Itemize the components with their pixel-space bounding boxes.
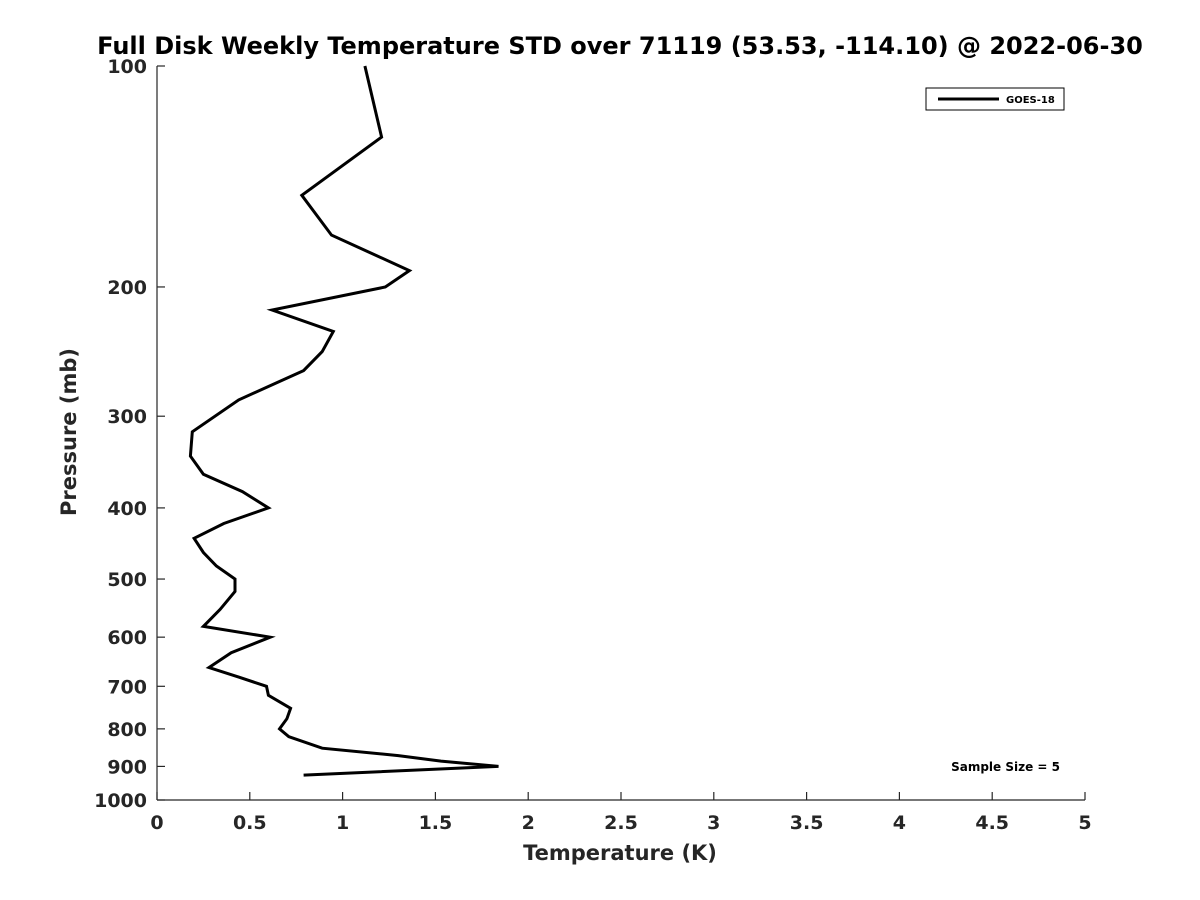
y-tick-label: 800 bbox=[107, 719, 147, 741]
x-tick-label: 1 bbox=[336, 812, 349, 834]
series-layer bbox=[188, 65, 499, 777]
y-axis-label: Pressure (mb) bbox=[57, 348, 81, 516]
legend: GOES-18 bbox=[925, 87, 1065, 111]
x-tick-label: 2 bbox=[522, 812, 535, 834]
sample-size-annotation: Sample Size = 5 bbox=[951, 760, 1060, 774]
y-tick-label: 900 bbox=[107, 756, 147, 778]
x-tick-label: 3 bbox=[707, 812, 720, 834]
x-tick-label: 4 bbox=[893, 812, 906, 834]
x-axis-label: Temperature (K) bbox=[523, 841, 717, 865]
x-tick-label: 3.5 bbox=[790, 812, 824, 834]
legend-label-goes-18: GOES-18 bbox=[1006, 95, 1055, 106]
y-tick-label: 300 bbox=[107, 406, 147, 428]
y-tick-label: 200 bbox=[107, 277, 147, 299]
x-tick-label: 0 bbox=[150, 812, 163, 834]
x-tick-label: 0.5 bbox=[233, 812, 267, 834]
x-axis-ticks: 0 0.5 1 1.5 2 2.5 3 3.5 4 4.5 5 bbox=[150, 792, 1092, 834]
axes bbox=[156, 66, 1085, 801]
y-tick-label: 400 bbox=[107, 498, 147, 520]
y-tick-label: 700 bbox=[107, 676, 147, 698]
y-tick-label: 500 bbox=[107, 569, 147, 591]
series-line-goes-18 bbox=[188, 65, 499, 777]
chart-title: Full Disk Weekly Temperature STD over 71… bbox=[97, 32, 1143, 60]
x-tick-label: 4.5 bbox=[975, 812, 1009, 834]
x-tick-label: 2.5 bbox=[604, 812, 638, 834]
x-tick-label: 1.5 bbox=[419, 812, 453, 834]
y-tick-label: 1000 bbox=[94, 790, 147, 812]
x-tick-label: 5 bbox=[1078, 812, 1091, 834]
y-tick-label: 600 bbox=[107, 627, 147, 649]
y-tick-label: 100 bbox=[107, 56, 147, 78]
y-axis-ticks: 100 200 300 400 500 600 700 800 900 1000 bbox=[94, 56, 165, 812]
